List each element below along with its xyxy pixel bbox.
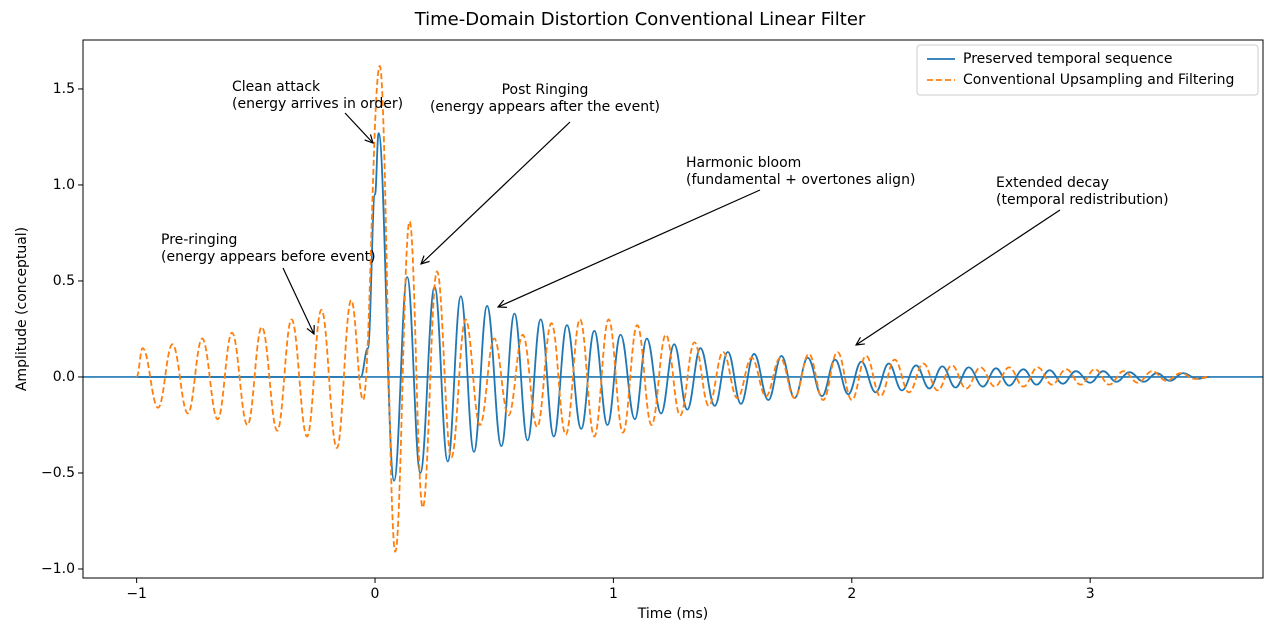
annotation-title: Clean attack xyxy=(232,79,321,95)
legend-label: Preserved temporal sequence xyxy=(963,51,1173,67)
annotation-title: Post Ringing xyxy=(502,82,589,98)
series-line xyxy=(135,65,1210,553)
annotation-note: (fundamental + overtones align) xyxy=(686,172,915,188)
series-line xyxy=(136,132,1210,482)
x-tick-label: 3 xyxy=(1086,586,1095,602)
annotation-title: Pre-ringing xyxy=(161,232,237,248)
annotation-arrow xyxy=(282,267,314,334)
annotation-title: Extended decay xyxy=(996,175,1109,191)
y-tick-label: −0.5 xyxy=(41,465,75,481)
annotation-note: (energy arrives in order) xyxy=(232,96,403,112)
legend-label: Conventional Upsampling and Filtering xyxy=(963,72,1234,88)
annotation-arrow xyxy=(421,121,571,264)
y-tick-label: 1.0 xyxy=(53,177,75,193)
y-tick-label: 0.5 xyxy=(53,273,75,289)
y-tick-label: 1.5 xyxy=(53,81,75,97)
y-tick-label: −1.0 xyxy=(41,561,75,577)
annotation-note: (energy appears after the event) xyxy=(430,99,660,115)
annotation-note: (energy appears before event) xyxy=(161,249,376,265)
plot-frame xyxy=(82,39,1264,579)
annotation-arrow xyxy=(856,209,1061,345)
x-tick-label: −1 xyxy=(126,586,147,602)
y-tick-label: 0.0 xyxy=(53,369,75,385)
annotation-note: (temporal redistribution) xyxy=(996,192,1169,208)
x-tick-label: 1 xyxy=(609,586,618,602)
chart-title: Time-Domain Distortion Conventional Line… xyxy=(414,9,866,30)
annotation-arrow xyxy=(344,112,373,143)
x-tick-label: 0 xyxy=(371,586,380,602)
legend-box xyxy=(916,44,1259,96)
annotation-title: Harmonic bloom xyxy=(686,155,801,171)
y-axis-label: Amplitude (conceptual) xyxy=(14,227,30,391)
annotation-arrow xyxy=(498,189,761,307)
x-tick-label: 2 xyxy=(847,586,856,602)
x-axis-label: Time (ms) xyxy=(637,606,709,622)
